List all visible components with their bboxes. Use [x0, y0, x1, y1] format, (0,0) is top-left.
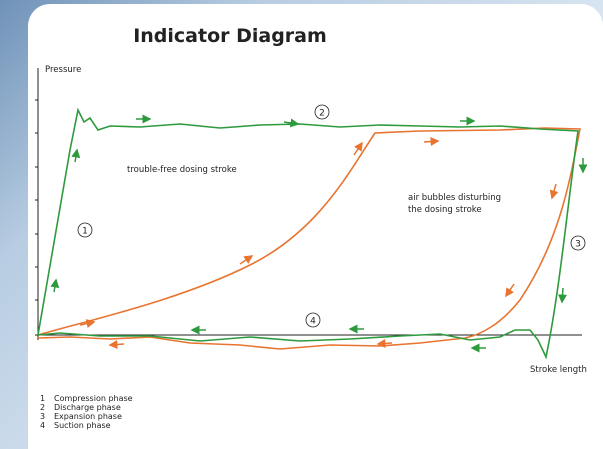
- legend-label: Discharge phase: [54, 403, 121, 412]
- annotation: air bubbles disturbing: [408, 193, 501, 203]
- legend-label: Compression phase: [54, 394, 133, 403]
- diagram: Indicator Diagram Pressure Stroke length…: [0, 0, 603, 449]
- phase-marker: 1: [82, 227, 88, 237]
- legend-label: Suction phase: [54, 421, 111, 430]
- legend-number: 2: [40, 403, 45, 412]
- x-axis-label: Stroke length: [530, 365, 587, 375]
- legend-number: 4: [40, 421, 45, 430]
- phase-marker: 4: [310, 317, 316, 327]
- y-axis-label: Pressure: [45, 65, 81, 75]
- legend-label: Expansion phase: [54, 412, 122, 421]
- phase-marker: 2: [319, 109, 325, 119]
- axes: [35, 68, 582, 340]
- legend-number: 3: [40, 412, 45, 421]
- legend: 1 Compression phase 2 Discharge phase 3 Expan…: [40, 394, 133, 430]
- title: Indicator Diagram: [133, 25, 327, 47]
- phase-markers: [78, 105, 585, 327]
- annotation: the dosing stroke: [408, 205, 482, 215]
- page: Indicator Diagram Pressure Stroke length…: [0, 0, 603, 449]
- arrows: [54, 119, 583, 348]
- phase-marker: 3: [575, 240, 581, 250]
- annotation: trouble-free dosing stroke: [127, 165, 237, 175]
- legend-number: 1: [40, 394, 45, 403]
